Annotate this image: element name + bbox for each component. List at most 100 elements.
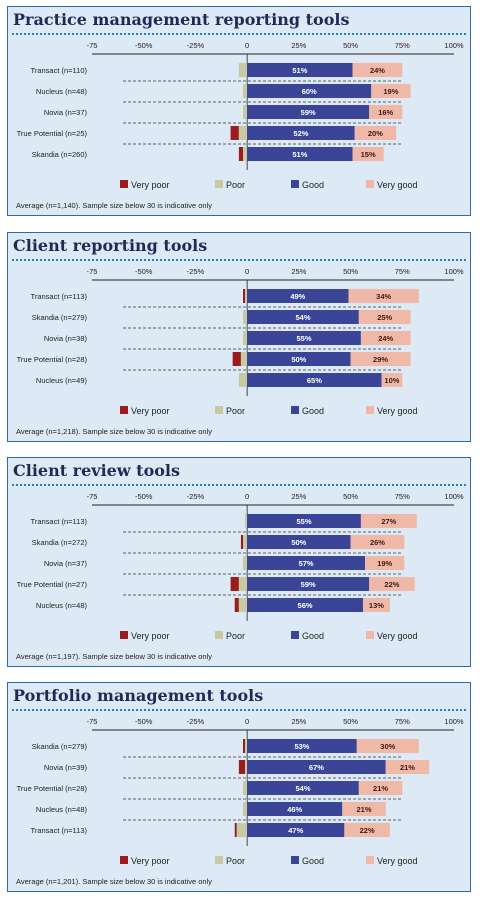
- chart-note: Average (n=1,201). Sample size below 30 …: [16, 877, 213, 886]
- chart-panel-2: Client review tools -75 -50% -25% 0 25% 50% 75…: [7, 457, 471, 667]
- bar-very-poor: [238, 147, 244, 161]
- legend-label-very-good: Very good: [377, 406, 418, 416]
- chart-panel-0: Practice management reporting tools -75 -…: [7, 6, 471, 216]
- legend-swatch-good: [291, 631, 299, 639]
- bar-very-good: [362, 598, 390, 612]
- category-label: True Potential (n=25): [17, 129, 88, 138]
- x-tick-label: 100%: [444, 717, 464, 726]
- legend-label-poor: Poor: [226, 180, 245, 190]
- x-tick-label: -25%: [187, 267, 205, 276]
- bar-good: [247, 331, 361, 345]
- x-tick-label: 75%: [395, 267, 410, 276]
- bar-very-good: [371, 84, 411, 98]
- data-label-very-good: 26%: [370, 538, 385, 547]
- bar-good: [247, 373, 382, 387]
- bar-poor: [240, 352, 248, 366]
- category-label: Skandia (n=260): [32, 150, 88, 159]
- legend-label-poor: Poor: [226, 856, 245, 866]
- chart-svg: -75 -50% -25% 0 25% 50% 75% 100% Skandia (n=279)…: [17, 717, 464, 866]
- legend-label-poor: Poor: [226, 631, 245, 641]
- data-label-good: 47%: [288, 826, 303, 835]
- category-label: Transact (n=113): [31, 826, 88, 835]
- data-label-very-good: 22%: [384, 580, 399, 589]
- legend-label-very-poor: Very poor: [131, 406, 170, 416]
- bar-poor: [238, 577, 248, 591]
- bar-very-good: [365, 556, 405, 570]
- data-label-good: 52%: [293, 129, 308, 138]
- legend-swatch-poor: [215, 406, 223, 414]
- x-tick-label: -50%: [135, 41, 153, 50]
- chart-title: Client reporting tools: [13, 236, 208, 255]
- category-label: Skandia (n=279): [32, 313, 88, 322]
- chart-svg: -75 -50% -25% 0 25% 50% 75% 100% Transact (n=113…: [17, 267, 464, 416]
- x-tick-label: 25%: [291, 41, 306, 50]
- x-tick-label: 100%: [444, 492, 464, 501]
- title-divider: [12, 33, 466, 35]
- x-tick-label: 100%: [444, 267, 464, 276]
- x-tick-label: 25%: [291, 267, 306, 276]
- chart-title: Portfolio management tools: [13, 686, 264, 705]
- bar-poor: [243, 556, 248, 570]
- bar-good: [247, 802, 343, 816]
- data-label-good: 46%: [287, 805, 302, 814]
- bar-poor: [245, 514, 248, 528]
- legend-swatch-good: [291, 180, 299, 188]
- x-tick-label: 50%: [343, 41, 358, 50]
- chart-note: Average (n=1,140). Sample size below 30 …: [16, 201, 213, 210]
- bar-good: [247, 310, 359, 324]
- legend-swatch-good: [291, 856, 299, 864]
- bar-poor: [243, 105, 248, 119]
- title-divider: [12, 484, 466, 486]
- x-tick-label: -75: [87, 41, 98, 50]
- data-label-good: 59%: [301, 580, 316, 589]
- bar-very-good: [354, 126, 397, 140]
- x-tick-label: -50%: [135, 267, 153, 276]
- chart-svg: -75 -50% -25% 0 25% 50% 75% 100% Transact (n=110…: [17, 41, 464, 190]
- data-label-good: 56%: [298, 601, 313, 610]
- bar-very-poor: [243, 289, 246, 303]
- x-tick-label: 0: [245, 41, 249, 50]
- x-tick-label: 50%: [343, 267, 358, 276]
- bar-good: [247, 577, 370, 591]
- bar-poor: [243, 781, 248, 795]
- x-tick-label: -75: [87, 267, 98, 276]
- bar-very-good: [369, 577, 415, 591]
- bar-good: [247, 147, 353, 161]
- bar-good: [247, 126, 355, 140]
- data-label-good: 67%: [309, 763, 324, 772]
- x-tick-label: 50%: [343, 717, 358, 726]
- bar-good: [247, 105, 370, 119]
- title-divider: [12, 259, 466, 261]
- bar-very-poor: [230, 577, 239, 591]
- data-label-very-good: 24%: [378, 334, 393, 343]
- data-label-very-good: 22%: [360, 826, 375, 835]
- bar-very-good: [352, 63, 403, 77]
- data-label-very-good: 24%: [370, 66, 385, 75]
- data-label-good: 50%: [291, 355, 306, 364]
- bar-very-good: [358, 781, 403, 795]
- legend-label-very-good: Very good: [377, 856, 418, 866]
- bar-poor: [238, 63, 248, 77]
- legend-swatch-very-good: [366, 406, 374, 414]
- data-label-good: 65%: [307, 376, 322, 385]
- legend-label-good: Good: [302, 631, 324, 641]
- x-tick-label: 75%: [395, 41, 410, 50]
- data-label-very-good: 20%: [368, 129, 383, 138]
- bar-good: [247, 823, 345, 837]
- bar-very-poor: [243, 739, 246, 753]
- x-tick-label: -75: [87, 717, 98, 726]
- category-label: Nucleus (n=48): [36, 601, 88, 610]
- chart-title: Practice management reporting tools: [13, 10, 350, 29]
- bar-very-good: [369, 105, 403, 119]
- legend-swatch-very-poor: [120, 631, 128, 639]
- bar-very-good: [350, 352, 411, 366]
- data-label-very-good: 19%: [377, 559, 392, 568]
- bar-poor: [243, 331, 248, 345]
- bar-very-good: [352, 147, 384, 161]
- bar-poor: [238, 373, 248, 387]
- legend-swatch-poor: [215, 180, 223, 188]
- bar-very-good: [356, 739, 419, 753]
- legend-swatch-very-poor: [120, 406, 128, 414]
- category-label: Skandia (n=279): [32, 742, 88, 751]
- data-label-good: 50%: [291, 538, 306, 547]
